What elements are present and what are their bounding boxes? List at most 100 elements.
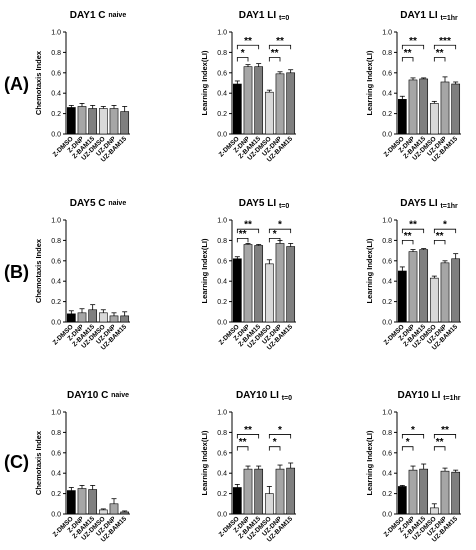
y-tick-label: 0.8	[51, 238, 61, 245]
bar-uz-bam15	[120, 315, 130, 323]
bar-z-bam15	[419, 78, 429, 135]
y-tick-label: 0.6	[51, 70, 61, 77]
y-axis-label: Learning Index(LI)	[200, 238, 209, 304]
row-label-a: (A)	[4, 74, 29, 94]
y-tick-label: 0.4	[51, 91, 61, 98]
chart-title-main: DAY1 C	[70, 10, 109, 21]
bar-uz-dnp	[440, 81, 450, 135]
bar-z-dmso	[232, 487, 242, 515]
y-tick-label: 0.4	[382, 279, 392, 286]
significance-label: **	[239, 437, 247, 448]
y-tick-label: 0.0	[382, 132, 392, 139]
bar-uz-dnp	[440, 262, 450, 323]
y-tick-label: 0.6	[382, 258, 392, 265]
significance-bracket	[268, 44, 292, 50]
significance-label: *	[406, 437, 410, 448]
bar-uz-dnp	[275, 73, 285, 135]
significance-bracket	[236, 228, 260, 234]
chart-panel-6: DAY10 C naive 0.0 0.2 0.4 0.6 0.8 1.0 Chemotaxi…	[34, 390, 130, 544]
bar-uz-bam15	[120, 111, 130, 135]
significance-bracket	[433, 44, 457, 50]
bar-uz-dnp	[275, 243, 285, 323]
y-tick-label: 0.8	[51, 430, 61, 437]
y-tick-label: 0.6	[217, 258, 227, 265]
y-tick-label: 0.4	[217, 279, 227, 286]
bar-uz-dmso	[429, 103, 439, 135]
chart-title-main: DAY10 LI	[397, 390, 443, 401]
chart-title: DAY10 C naive	[67, 390, 129, 401]
bar-z-dmso	[66, 313, 76, 323]
y-tick-label: 0.0	[217, 132, 227, 139]
bar-z-dmso	[232, 258, 242, 323]
bar-z-dnp	[408, 469, 418, 515]
y-tick-label: 0.0	[382, 320, 392, 327]
significance-label: *	[278, 425, 282, 436]
bar-uz-bam15	[120, 511, 130, 515]
significance-bracket	[401, 228, 425, 234]
significance-label: **	[239, 229, 247, 240]
significance-bracket	[433, 446, 446, 451]
significance-label: **	[276, 36, 284, 47]
chart-title-main: DAY5 C	[70, 198, 109, 209]
chart-panel-8: DAY10 LI t=1hr 0.0 0.2 0.4 0.6 0.8 1.0 Learning…	[365, 390, 461, 544]
significance-label: *	[411, 425, 415, 436]
bar-z-bam15	[88, 309, 98, 323]
chart-title-main: DAY10 C	[67, 390, 111, 401]
bar-uz-dmso	[98, 509, 108, 515]
bar-z-dmso	[66, 490, 76, 515]
significance-bracket	[401, 434, 425, 439]
y-tick-label: 0.0	[51, 320, 61, 327]
bar-z-dmso	[397, 99, 407, 135]
chart-title-sub: naive	[111, 392, 129, 399]
y-tick-label: 0.8	[51, 50, 61, 57]
chart-title-main: DAY5 LI	[239, 198, 279, 209]
chart-panel-1: DAY1 LI t=0 0.0 0.2 0.4 0.6 0.8 1.0 Learning In…	[200, 10, 296, 164]
significance-label: *	[278, 220, 282, 231]
chart-title-main: DAY10 LI	[236, 390, 282, 401]
y-tick-label: 1.0	[382, 30, 392, 37]
y-tick-label: 0.4	[217, 471, 227, 478]
bar-uz-dnp	[109, 108, 119, 135]
bar-z-dmso	[232, 83, 242, 135]
bar-z-dnp	[408, 79, 418, 135]
y-tick-label: 1.0	[217, 30, 227, 37]
chart-title-main: DAY1 LI	[400, 10, 440, 21]
y-tick-label: 0.8	[217, 50, 227, 57]
significance-label: **	[244, 220, 252, 231]
chart-title-sub: t=1hr	[440, 203, 458, 210]
y-tick-label: 0.6	[51, 450, 61, 457]
y-axis-label: Chemotaxis Index	[34, 430, 43, 495]
bar-uz-dnp	[440, 470, 450, 515]
chart-panel-0: DAY1 C naive 0.0 0.2 0.4 0.6 0.8 1.0 Chemotaxis…	[34, 10, 130, 164]
row-label-b: (B)	[4, 262, 29, 282]
significance-bracket	[433, 240, 446, 245]
row-label-c: (C)	[4, 452, 29, 472]
y-tick-label: 0.2	[51, 299, 61, 306]
chart-title-sub: naive	[108, 12, 126, 19]
significance-bracket	[268, 228, 292, 234]
y-tick-label: 1.0	[51, 218, 61, 225]
bar-uz-dmso	[429, 277, 439, 323]
y-axis-label: Chemotaxis Index	[34, 238, 43, 303]
significance-bracket	[236, 446, 249, 451]
bar-z-dnp	[243, 468, 253, 515]
bar-uz-dnp	[109, 503, 119, 515]
y-tick-label: 0.2	[51, 111, 61, 118]
y-tick-label: 0.0	[51, 512, 61, 519]
bar-uz-dmso	[98, 108, 108, 135]
bar-z-bam15	[254, 468, 264, 515]
chart-title-sub: t=0	[282, 395, 292, 402]
bar-z-dmso	[397, 270, 407, 323]
significance-bracket	[236, 237, 249, 243]
significance-bracket	[268, 57, 281, 62]
y-tick-label: 0.8	[382, 238, 392, 245]
y-tick-label: 0.6	[382, 70, 392, 77]
bar-z-dnp	[77, 488, 87, 515]
chart-title: DAY5 C naive	[70, 198, 127, 209]
significance-bracket	[401, 57, 414, 62]
y-tick-label: 0.8	[382, 430, 392, 437]
y-axis-label: Learning Index(LI)	[200, 50, 209, 116]
bar-z-bam15	[254, 66, 264, 135]
y-tick-label: 0.4	[382, 471, 392, 478]
